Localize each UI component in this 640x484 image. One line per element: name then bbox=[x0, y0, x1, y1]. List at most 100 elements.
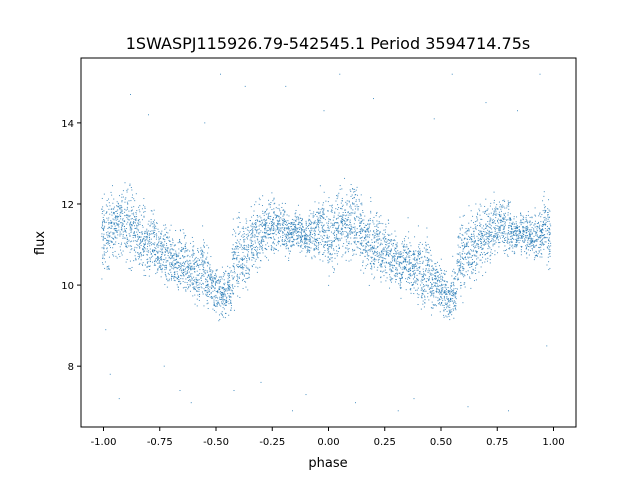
data-point bbox=[469, 277, 471, 279]
data-point bbox=[424, 273, 426, 275]
data-point bbox=[331, 209, 333, 211]
data-point bbox=[284, 233, 286, 235]
data-point bbox=[272, 224, 274, 226]
data-point bbox=[392, 256, 394, 258]
data-point bbox=[318, 243, 320, 245]
data-point bbox=[211, 280, 213, 282]
data-point bbox=[308, 239, 310, 241]
data-point bbox=[394, 255, 396, 257]
data-point bbox=[392, 267, 394, 269]
data-point bbox=[120, 252, 122, 254]
data-point bbox=[186, 272, 188, 274]
data-point bbox=[400, 281, 402, 283]
data-point bbox=[471, 250, 473, 252]
data-point bbox=[329, 218, 331, 220]
data-point bbox=[460, 270, 462, 272]
data-point bbox=[181, 250, 183, 252]
data-point bbox=[501, 232, 503, 234]
data-point bbox=[247, 253, 249, 255]
data-point bbox=[298, 222, 300, 224]
data-point bbox=[194, 280, 196, 282]
data-point bbox=[367, 234, 369, 236]
data-point bbox=[195, 286, 197, 288]
data-point bbox=[290, 245, 292, 247]
data-point bbox=[399, 256, 401, 258]
data-point bbox=[256, 232, 258, 234]
data-point bbox=[366, 229, 368, 231]
data-point bbox=[106, 268, 108, 270]
data-point bbox=[171, 257, 173, 259]
data-point bbox=[508, 208, 510, 210]
data-point bbox=[252, 236, 254, 238]
data-point bbox=[418, 267, 420, 269]
data-point bbox=[160, 241, 162, 243]
data-point bbox=[444, 302, 446, 304]
data-point bbox=[245, 277, 247, 279]
data-point bbox=[331, 257, 333, 259]
data-point bbox=[360, 251, 362, 253]
data-point bbox=[480, 252, 482, 254]
data-point bbox=[143, 216, 145, 218]
data-point bbox=[279, 241, 281, 243]
data-point bbox=[410, 254, 412, 256]
data-point bbox=[499, 229, 501, 231]
data-point bbox=[155, 227, 157, 229]
data-point bbox=[437, 270, 439, 272]
data-point bbox=[135, 235, 137, 237]
data-point bbox=[478, 234, 480, 236]
data-point bbox=[490, 241, 492, 243]
data-point bbox=[390, 241, 392, 243]
data-point bbox=[436, 271, 438, 273]
data-point bbox=[270, 228, 272, 230]
data-point bbox=[172, 261, 174, 263]
data-point bbox=[437, 286, 439, 288]
data-point bbox=[308, 250, 310, 252]
data-point bbox=[360, 237, 362, 239]
data-point bbox=[360, 227, 362, 229]
data-point bbox=[421, 243, 423, 245]
data-point bbox=[295, 239, 297, 241]
data-point bbox=[430, 269, 432, 271]
data-point bbox=[450, 282, 452, 284]
data-point bbox=[121, 225, 123, 227]
data-point bbox=[273, 229, 275, 231]
data-point bbox=[413, 283, 415, 285]
data-point bbox=[360, 214, 362, 216]
data-point bbox=[421, 278, 423, 280]
data-point bbox=[237, 276, 239, 278]
data-point bbox=[316, 211, 318, 213]
data-point bbox=[465, 228, 467, 230]
data-point bbox=[172, 264, 174, 266]
data-point bbox=[505, 239, 507, 241]
data-point bbox=[226, 297, 228, 299]
data-point bbox=[328, 240, 330, 242]
data-point bbox=[163, 243, 165, 245]
data-point bbox=[318, 212, 320, 214]
data-point bbox=[129, 185, 131, 187]
data-point bbox=[174, 263, 176, 265]
data-point bbox=[453, 268, 455, 270]
data-point bbox=[180, 266, 182, 268]
data-point bbox=[431, 265, 433, 267]
data-point bbox=[361, 202, 363, 204]
data-point bbox=[313, 211, 315, 213]
data-point bbox=[438, 289, 440, 291]
data-point bbox=[371, 241, 373, 243]
data-point bbox=[223, 304, 225, 306]
data-point bbox=[317, 219, 319, 221]
data-point bbox=[158, 250, 160, 252]
data-point bbox=[345, 239, 347, 241]
data-point bbox=[349, 230, 351, 232]
data-point bbox=[182, 255, 184, 257]
data-point bbox=[363, 249, 365, 251]
data-point bbox=[504, 233, 506, 235]
data-point bbox=[450, 298, 452, 300]
data-point bbox=[230, 309, 232, 311]
data-point bbox=[150, 210, 152, 212]
data-point bbox=[236, 257, 238, 259]
data-point bbox=[295, 220, 297, 222]
data-point bbox=[170, 253, 172, 255]
data-point bbox=[327, 230, 329, 232]
data-point bbox=[473, 230, 475, 232]
data-point bbox=[499, 229, 501, 231]
